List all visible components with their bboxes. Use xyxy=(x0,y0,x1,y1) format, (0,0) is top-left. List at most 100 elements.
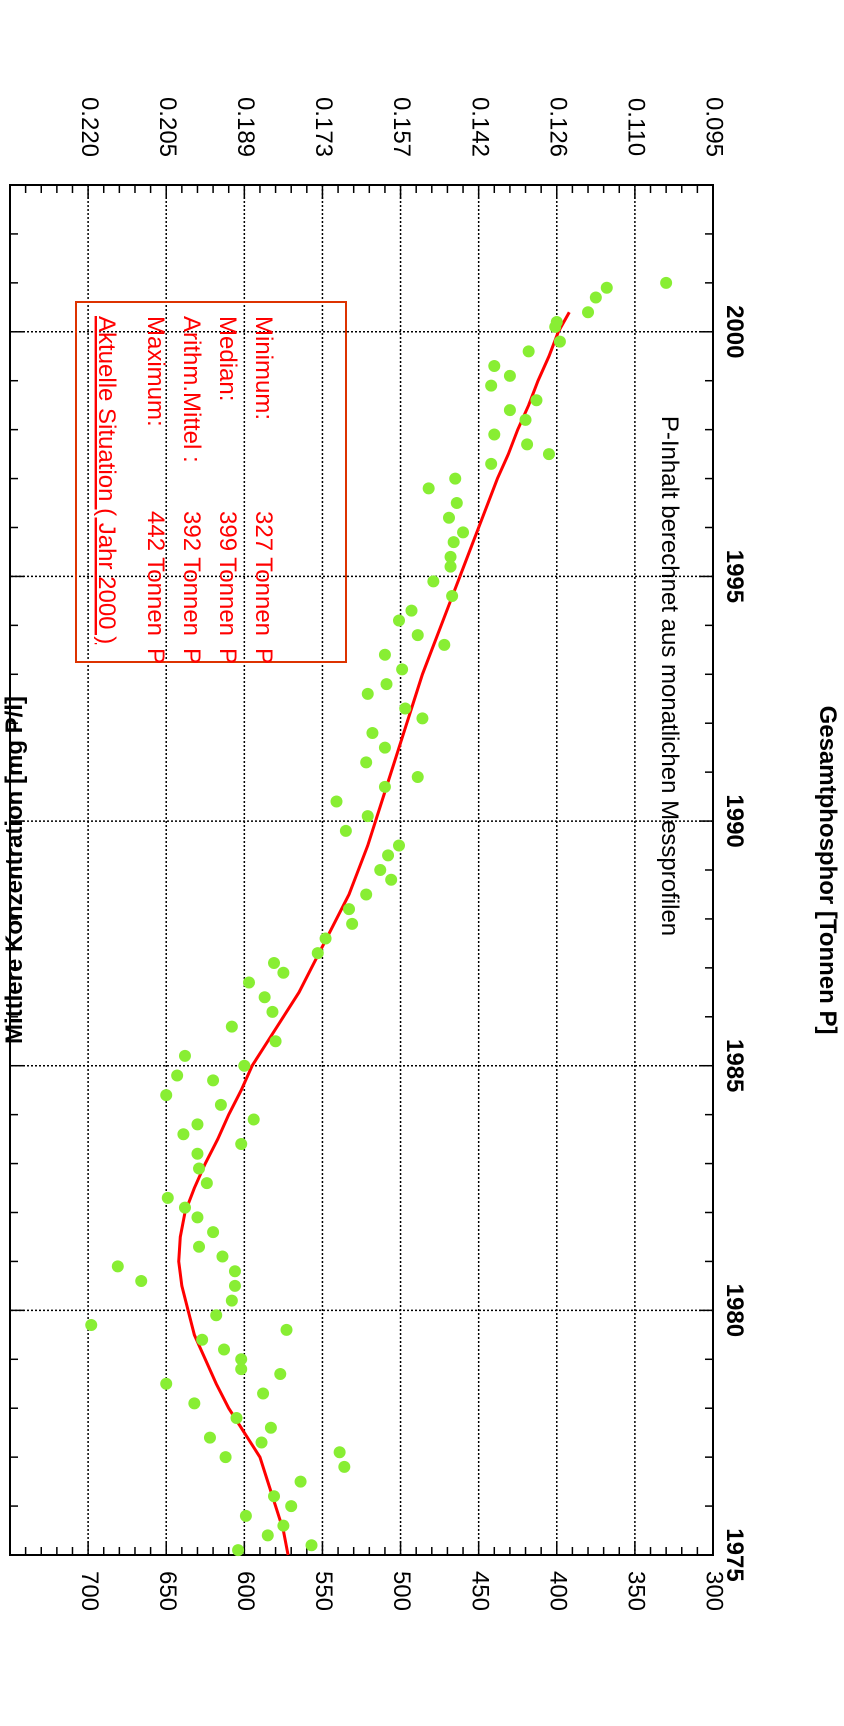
data-point xyxy=(382,849,395,862)
data-point xyxy=(85,1319,98,1332)
data-point xyxy=(225,1020,238,1033)
data-point xyxy=(230,1412,243,1424)
y-right-tick-label: 0.142 xyxy=(466,97,493,157)
legend-row-label: Median: xyxy=(214,316,241,401)
y-tick-label: 400 xyxy=(544,1571,571,1611)
data-point xyxy=(305,1539,318,1552)
y-tick-label: 700 xyxy=(76,1571,103,1611)
data-point xyxy=(392,839,405,852)
annotation-text: P-Inhalt berechnet aus monatlichen Messp… xyxy=(656,416,683,936)
data-point xyxy=(232,1544,245,1557)
data-point xyxy=(268,1490,281,1503)
y-right-tick-label: 0.110 xyxy=(623,98,650,156)
data-point xyxy=(178,1201,191,1214)
data-point xyxy=(238,1059,251,1072)
data-point xyxy=(219,1451,232,1464)
x-tick-label: 1975 xyxy=(721,1528,748,1581)
data-point xyxy=(366,727,379,739)
data-point xyxy=(522,345,535,358)
data-point xyxy=(261,1529,274,1542)
data-point xyxy=(346,917,359,930)
data-point xyxy=(214,1098,227,1111)
data-point xyxy=(207,1226,220,1239)
data-point xyxy=(550,316,563,328)
data-point xyxy=(339,824,352,837)
y-tick-label: 600 xyxy=(232,1571,259,1611)
data-point xyxy=(135,1275,148,1287)
y-tick-label: 300 xyxy=(701,1571,728,1611)
legend-title: Aktuelle Situation ( Jahr 2000 ) xyxy=(93,316,120,644)
data-point xyxy=(338,1460,351,1473)
data-point xyxy=(442,511,455,524)
data-point xyxy=(257,1387,270,1400)
y-right-tick-label: 0.189 xyxy=(232,97,259,157)
data-point xyxy=(228,1265,241,1278)
x-tick-label: 1990 xyxy=(721,794,748,847)
data-points xyxy=(85,276,673,1557)
data-point xyxy=(422,482,435,495)
data-point xyxy=(360,756,373,769)
y-right-tick-label: 0.126 xyxy=(544,97,571,157)
data-point xyxy=(285,1500,298,1513)
data-point xyxy=(416,712,429,725)
data-point xyxy=(266,1005,279,1018)
data-point xyxy=(378,780,391,793)
data-point xyxy=(530,394,543,407)
data-point xyxy=(411,771,424,784)
data-point xyxy=(178,1049,191,1062)
legend-box: Aktuelle Situation ( Jahr 2000 ) Maximum:… xyxy=(75,301,347,664)
data-point xyxy=(193,1240,206,1253)
data-point xyxy=(457,526,470,539)
data-point xyxy=(411,629,424,642)
data-point xyxy=(171,1069,184,1082)
data-point xyxy=(438,638,451,651)
data-point xyxy=(243,976,256,989)
data-point xyxy=(380,678,393,691)
data-point xyxy=(361,810,374,823)
data-point xyxy=(258,991,271,1004)
data-point xyxy=(449,472,462,485)
y-tick-label: 500 xyxy=(388,1571,415,1611)
data-point xyxy=(427,575,440,588)
legend-row-value: 392 Tonnen xyxy=(178,511,205,636)
data-point xyxy=(177,1128,190,1141)
data-point xyxy=(216,1250,229,1263)
data-point xyxy=(274,1367,287,1380)
data-point xyxy=(361,687,374,700)
y-tick-label: 650 xyxy=(154,1571,181,1611)
legend-row-unit: P xyxy=(178,648,205,664)
data-point xyxy=(269,1035,282,1048)
data-point xyxy=(235,1353,248,1366)
trend-line xyxy=(177,311,571,1556)
data-point xyxy=(488,360,501,373)
y-tick-label: 550 xyxy=(310,1571,337,1611)
data-point xyxy=(360,888,373,901)
data-point xyxy=(225,1294,238,1307)
data-point xyxy=(280,1323,293,1336)
ticks xyxy=(9,184,714,1556)
data-point xyxy=(330,795,343,808)
data-point xyxy=(160,1089,173,1102)
data-point xyxy=(343,903,356,916)
data-point xyxy=(239,1509,252,1522)
data-point xyxy=(235,1363,248,1376)
data-point xyxy=(405,604,418,617)
data-point xyxy=(193,1162,206,1175)
data-point xyxy=(311,947,324,960)
legend-row-label: Arithm.Mittel : xyxy=(178,316,205,463)
data-point xyxy=(519,413,532,426)
data-point xyxy=(235,1138,248,1150)
legend-row-value: 399 Tonnen xyxy=(214,511,241,636)
data-point xyxy=(333,1446,346,1459)
data-point xyxy=(503,404,516,417)
y-tick-labels: 300 350 400 450 500 550 600 650 700 xyxy=(76,1571,728,1611)
data-point xyxy=(553,335,566,348)
trend-line-path xyxy=(177,311,571,1556)
data-point xyxy=(660,276,673,289)
data-point xyxy=(196,1333,209,1346)
legend-row-unit: P xyxy=(250,648,277,664)
data-point xyxy=(600,281,613,294)
data-point xyxy=(447,536,460,549)
data-point xyxy=(582,306,595,319)
data-point xyxy=(188,1397,201,1410)
